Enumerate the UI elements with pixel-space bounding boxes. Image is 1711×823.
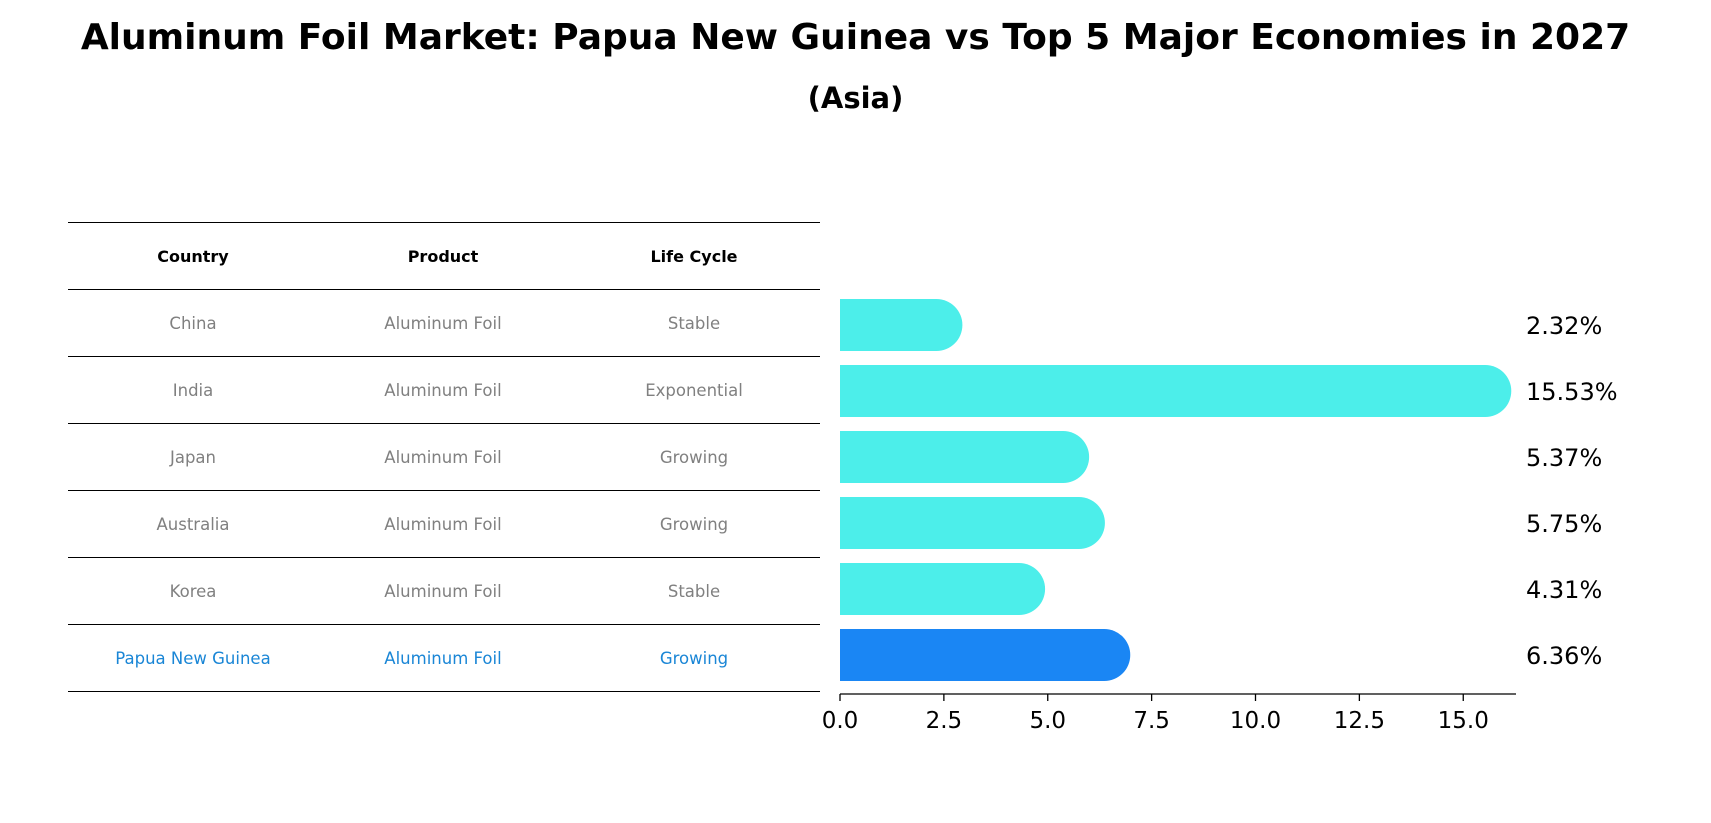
- cell-country: China: [169, 313, 217, 333]
- cell-life-cycle: Stable: [667, 313, 721, 333]
- chart-title: Aluminum Foil Market: Papua New Guinea v…: [80, 17, 1631, 58]
- x-tick-label: 0.0: [822, 708, 859, 734]
- x-tick-label: 2.5: [926, 708, 963, 734]
- x-tick-label: 10.0: [1230, 708, 1281, 734]
- cell-life-cycle: Growing: [659, 447, 729, 467]
- bar-highlight: [840, 629, 1131, 681]
- bar: [840, 431, 1090, 483]
- cell-country: Korea: [169, 581, 217, 601]
- cell-product: Aluminum Foil: [384, 514, 502, 534]
- cell-product: Aluminum Foil: [384, 648, 502, 668]
- chart-subtitle: (Asia): [807, 81, 904, 115]
- cell-country: Papua New Guinea: [115, 648, 271, 668]
- cell-country: India: [172, 380, 214, 400]
- cell-country: Australia: [156, 514, 230, 534]
- cell-product: Aluminum Foil: [384, 447, 502, 467]
- bar-value-label: 5.37%: [1526, 444, 1602, 472]
- bar-value-label: 6.36%: [1526, 642, 1602, 670]
- x-tick-label: 15.0: [1438, 708, 1489, 734]
- cell-product: Aluminum Foil: [384, 380, 502, 400]
- bar-value-label: 15.53%: [1526, 378, 1618, 406]
- bar: [840, 563, 1046, 615]
- cell-product: Aluminum Foil: [384, 313, 502, 333]
- cell-product: Aluminum Foil: [384, 581, 502, 601]
- bar: [840, 497, 1105, 549]
- header-product: Product: [407, 246, 479, 266]
- x-tick-label: 12.5: [1334, 708, 1385, 734]
- bar-value-label: 2.32%: [1526, 312, 1602, 340]
- header-life-cycle: Life Cycle: [650, 246, 738, 266]
- bar: [840, 365, 1512, 417]
- cell-life-cycle: Exponential: [645, 380, 743, 400]
- bar: [840, 299, 963, 351]
- cell-life-cycle: Growing: [659, 648, 729, 668]
- table-row: India Aluminum Foil Exponential: [68, 356, 820, 423]
- cell-life-cycle: Growing: [659, 514, 729, 534]
- data-table: Country Product Life Cycle China Aluminu…: [68, 222, 820, 692]
- table-row: Japan Aluminum Foil Growing: [68, 423, 820, 490]
- table-row: Australia Aluminum Foil Growing: [68, 490, 820, 557]
- cell-country: Japan: [169, 447, 217, 467]
- bar-value-label: 5.75%: [1526, 510, 1602, 538]
- table-row-highlight: Papua New Guinea Aluminum Foil Growing: [68, 624, 820, 692]
- x-tick-label: 7.5: [1133, 708, 1170, 734]
- table-header-row: Country Product Life Cycle: [68, 222, 820, 289]
- cell-life-cycle: Stable: [667, 581, 721, 601]
- header-country: Country: [157, 246, 229, 266]
- table-row: China Aluminum Foil Stable: [68, 289, 820, 356]
- bar-value-label: 4.31%: [1526, 576, 1602, 604]
- table-row: Korea Aluminum Foil Stable: [68, 557, 820, 624]
- x-tick-label: 5.0: [1029, 708, 1066, 734]
